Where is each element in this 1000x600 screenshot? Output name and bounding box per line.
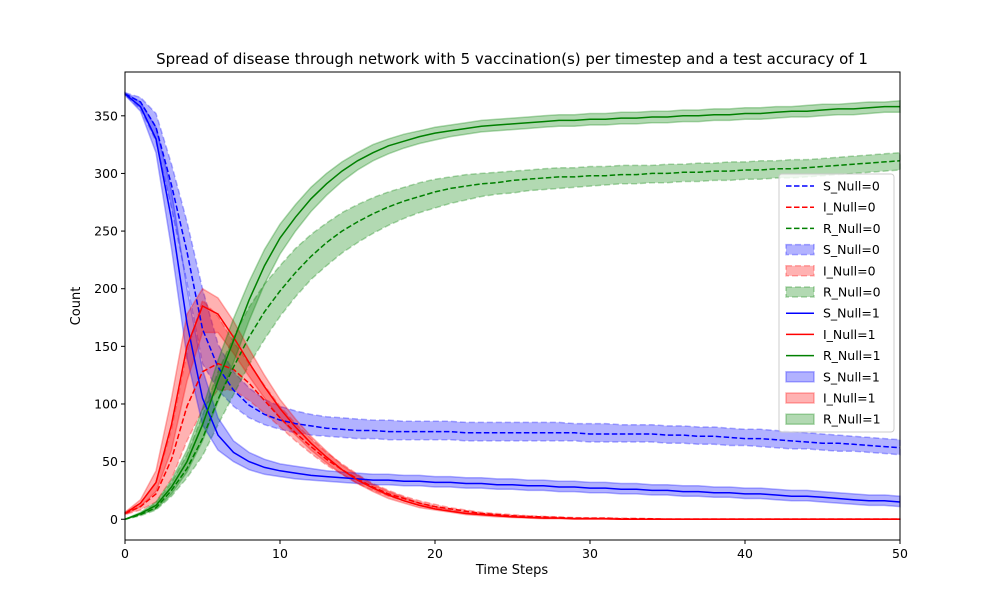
y-tick-label: 50 (102, 454, 118, 469)
legend-item-s-null-1-band: S_Null=1 (785, 369, 880, 384)
legend-label: S_Null=0 (823, 242, 880, 257)
x-tick-label: 0 (121, 546, 129, 561)
y-tick-label: 300 (94, 166, 118, 181)
x-tick-label: 40 (737, 546, 753, 561)
x-axis-label: Time Steps (475, 563, 549, 578)
legend-label: I_Null=1 (823, 391, 876, 406)
legend-label: S_Null=1 (823, 369, 880, 384)
legend-item-i-null-1-band: I_Null=1 (785, 391, 876, 406)
legend-item-s-null-1-line: S_Null=1 (786, 306, 880, 321)
legend-swatch-band (785, 286, 815, 298)
y-axis-ticks: 0 50 100 150 200 250 300 350 (94, 108, 125, 527)
legend-label: R_Null=0 (823, 285, 881, 300)
legend-item-i-null-0-line: I_Null=0 (786, 200, 876, 215)
x-axis-ticks: 0 10 20 30 40 50 (121, 540, 908, 561)
legend-item-s-null-0-band: S_Null=0 (785, 242, 880, 257)
line-r-null-1 (124, 105, 900, 521)
plot-frame (124, 71, 901, 541)
legend: S_Null=0 I_Null=0 R_Null=0 S_Null=0 I_Null=0… (778, 173, 895, 433)
y-tick-label: 250 (94, 224, 118, 239)
legend-item-i-null-1-line: I_Null=1 (786, 327, 876, 342)
legend-label: S_Null=1 (823, 306, 880, 321)
legend-item-r-null-1-line: R_Null=1 (786, 348, 881, 363)
legend-box (778, 173, 895, 433)
legend-label: S_Null=0 (823, 179, 880, 194)
legend-label: R_Null=0 (823, 221, 881, 236)
legend-label: R_Null=1 (823, 348, 881, 363)
legend-swatch-band (785, 392, 815, 404)
legend-item-i-null-0-band: I_Null=0 (785, 263, 876, 278)
line-s-null-1 (124, 93, 901, 503)
x-tick-label: 10 (272, 546, 288, 561)
x-tick-label: 50 (892, 546, 908, 561)
legend-swatch-band (785, 371, 815, 383)
y-tick-label: 150 (94, 339, 118, 354)
x-tick-label: 20 (427, 546, 443, 561)
legend-swatch-band (785, 243, 815, 256)
legend-label: I_Null=1 (823, 327, 876, 342)
legend-label: I_Null=0 (823, 200, 876, 215)
legend-swatch-band (785, 413, 815, 425)
y-tick-label: 200 (94, 281, 118, 296)
y-tick-label: 100 (94, 396, 118, 411)
legend-label: I_Null=0 (823, 263, 876, 278)
series-lines (124, 93, 901, 521)
band-r-null-0 (124, 151, 901, 521)
legend-item-r-null-0-band: R_Null=0 (785, 285, 881, 300)
y-tick-label: 0 (110, 512, 118, 527)
y-axis-label: Count (69, 287, 84, 326)
line-s-null-0 (124, 93, 901, 449)
legend-item-r-null-0-line: R_Null=0 (786, 221, 881, 236)
legend-item-s-null-0-line: S_Null=0 (786, 179, 880, 194)
line-i-null-1 (124, 304, 900, 521)
x-tick-label: 30 (582, 546, 598, 561)
line-r-null-0 (124, 160, 901, 521)
legend-items: S_Null=0 I_Null=0 R_Null=0 S_Null=0 I_Null=0… (785, 179, 881, 427)
legend-item-r-null-1-band: R_Null=1 (785, 412, 881, 427)
chart-title: Spread of disease through network with 5… (156, 50, 868, 68)
legend-swatch-band (785, 265, 815, 277)
legend-label: R_Null=1 (823, 412, 881, 427)
y-tick-label: 350 (94, 108, 118, 123)
